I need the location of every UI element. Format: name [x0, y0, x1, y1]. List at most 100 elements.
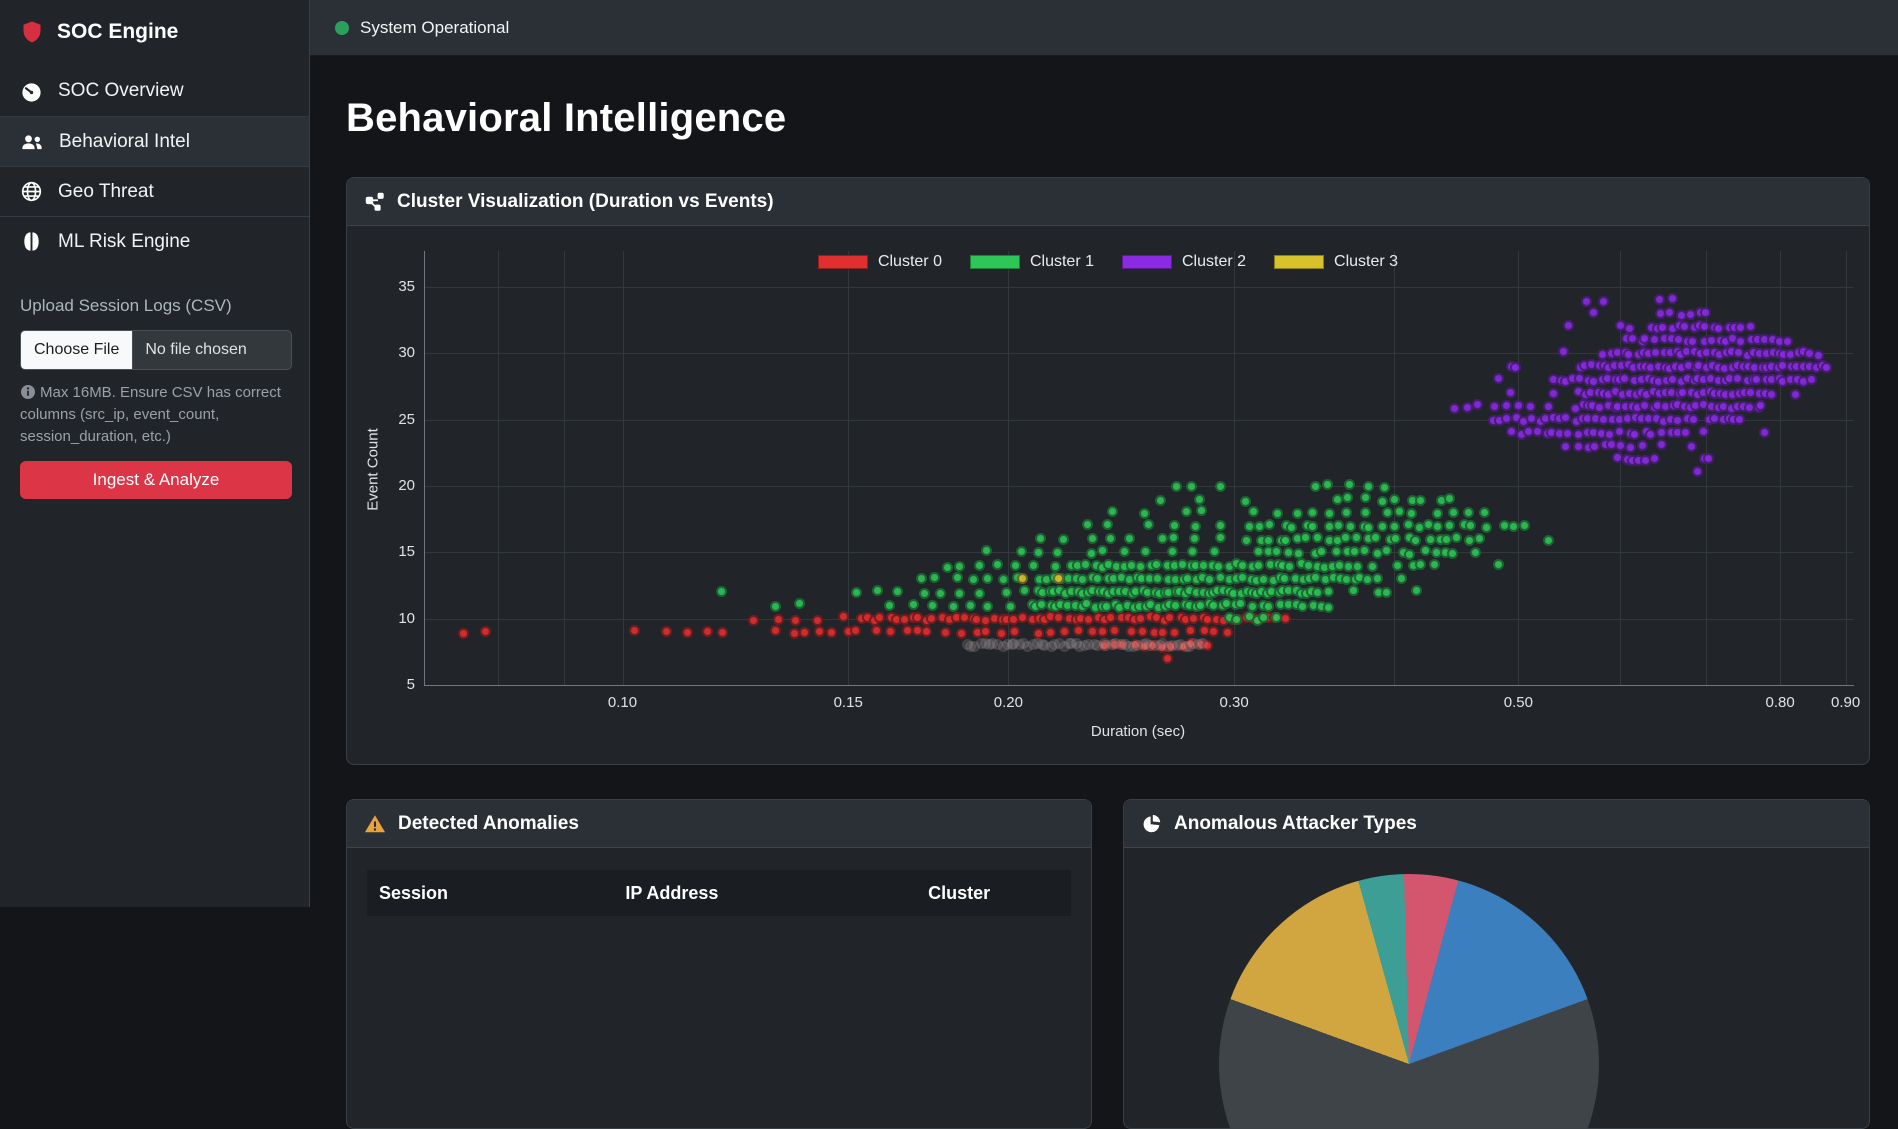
scatter-point	[1461, 402, 1473, 414]
x-tick-label: 0.30	[1219, 694, 1249, 711]
x-gridline	[1845, 251, 1847, 685]
scatter-point	[1563, 320, 1575, 331]
scatter-point	[927, 600, 939, 612]
scatter-point	[980, 626, 991, 638]
scatter-point	[1167, 532, 1179, 544]
sidebar-item-ml-risk-engine[interactable]: ML Risk Engine	[0, 216, 309, 266]
scatter-point	[1204, 574, 1216, 585]
scatter-point	[1008, 626, 1020, 638]
scatter-point	[1348, 585, 1360, 597]
scatter-point	[1221, 627, 1233, 638]
scatter-point	[1782, 336, 1793, 348]
scatter-point	[915, 573, 927, 584]
scatter-point	[1488, 400, 1500, 412]
scatter-point	[1698, 321, 1710, 333]
scatter-point	[1518, 520, 1530, 532]
sidebar-item-soc-overview[interactable]: SOC Overview	[0, 66, 309, 116]
scatter-point	[1045, 627, 1057, 639]
scatter-point	[1196, 638, 1208, 650]
scatter-point	[1628, 428, 1640, 440]
y-gridline	[424, 552, 1853, 554]
scatter-point	[1419, 545, 1431, 557]
chart-legend: Cluster 0 Cluster 1 Cluster 2 Cluster 3	[347, 253, 1869, 271]
y-tick-label: 5	[406, 676, 415, 693]
scatter-point	[1806, 374, 1818, 385]
scatter-point	[1156, 532, 1168, 544]
scatter-point	[1322, 601, 1334, 613]
x-gridline	[1234, 251, 1236, 685]
scatter-point	[1126, 626, 1138, 638]
anomalies-table-header-row: Session IP Address Cluster	[367, 870, 1071, 916]
legend-swatch	[1122, 255, 1172, 269]
scatter-point	[1184, 625, 1196, 637]
scatter-point	[1414, 559, 1426, 570]
scatter-point	[1648, 453, 1660, 465]
scatter-point	[1186, 546, 1198, 557]
scatter-point	[1213, 560, 1225, 572]
scatter-point	[1447, 547, 1459, 559]
sidebar-item-label: Behavioral Intel	[59, 130, 190, 152]
attacker-types-pie	[1124, 848, 1869, 1129]
scatter-point	[701, 625, 713, 637]
scatter-point	[661, 625, 672, 637]
scatter-point	[1388, 520, 1400, 532]
choose-file-button[interactable]: Choose File	[21, 331, 134, 369]
scatter-point	[1359, 506, 1371, 518]
scatter-point	[1284, 560, 1296, 572]
scatter-point	[1507, 520, 1519, 532]
legend-swatch	[969, 255, 1020, 269]
file-input[interactable]: Choose File No file chosen	[20, 330, 292, 370]
y-tick-label: 30	[398, 344, 415, 362]
attacker-types-card: Anomalous Attacker Types	[1123, 799, 1870, 1129]
scatter-point	[1603, 428, 1615, 440]
scatter-point	[1016, 611, 1028, 623]
scatter-point	[1150, 559, 1162, 571]
scatter-point	[1611, 452, 1623, 463]
scatter-point	[1123, 533, 1135, 545]
y-gridline	[424, 286, 1853, 288]
scatter-point	[1448, 506, 1460, 518]
scatter-point	[1362, 521, 1374, 533]
scatter-point	[1410, 535, 1422, 547]
scatter-point	[1613, 426, 1625, 438]
x-tick-label: 0.80	[1765, 694, 1795, 711]
scatter-point	[1139, 508, 1151, 520]
scatter-point	[1169, 627, 1181, 638]
scatter-point	[1463, 506, 1475, 518]
scatter-point	[1208, 625, 1220, 637]
anomalies-card-header: Detected Anomalies	[347, 800, 1091, 848]
detected-anomalies-card: Detected Anomalies Session IP Address Clus…	[346, 799, 1092, 1129]
scatter-point	[1750, 374, 1762, 386]
scatter-point	[920, 626, 932, 638]
scatter-point	[883, 599, 895, 611]
cluster-card-title: Cluster Visualization (Duration vs Event…	[397, 190, 774, 212]
scatter-point	[1481, 521, 1493, 533]
scatter-point	[1299, 531, 1311, 543]
scatter-point	[1559, 440, 1571, 452]
sidebar-item-geo-threat[interactable]: Geo Threat	[0, 166, 309, 216]
scatter-point	[1151, 572, 1163, 584]
x-gridline	[563, 251, 565, 685]
scatter-point	[682, 627, 694, 639]
sidebar-item-behavioral-intel[interactable]: Behavioral Intel	[0, 116, 309, 166]
scatter-point	[1271, 611, 1282, 623]
cluster-visualization-card: Cluster Visualization (Duration vs Event…	[346, 177, 1870, 765]
scatter-point	[1588, 307, 1600, 319]
scatter-point	[1598, 296, 1610, 308]
status-text: System Operational	[360, 17, 510, 37]
ingest-analyze-button[interactable]: Ingest & Analyze	[20, 461, 292, 500]
scatter-point	[1390, 532, 1402, 544]
x-gridline	[498, 251, 500, 685]
scatter-point	[1363, 480, 1375, 492]
app-brand: SOC Engine	[0, 0, 309, 60]
scatter-point	[1180, 506, 1192, 518]
scatter-point	[1392, 559, 1404, 571]
scatter-point	[1323, 586, 1335, 598]
legend-item: Cluster 1	[969, 253, 1094, 271]
scatter-point	[1431, 508, 1443, 519]
scatter-point	[1161, 653, 1173, 664]
scatter-point	[1168, 520, 1180, 531]
sidebar-item-label: SOC Overview	[58, 80, 184, 101]
scatter-point	[826, 627, 838, 639]
scatter-point	[1448, 402, 1460, 414]
